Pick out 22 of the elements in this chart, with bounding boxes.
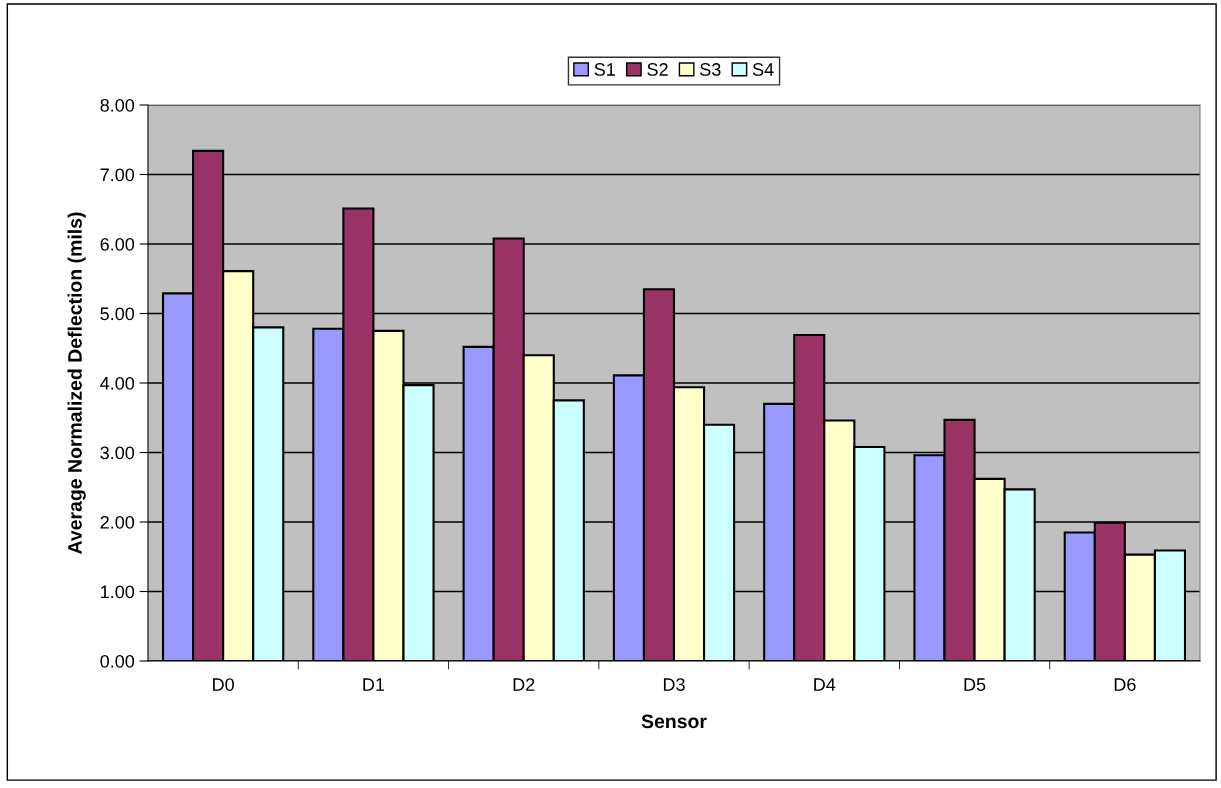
x-axis-title: Sensor	[641, 714, 707, 729]
y-tick-label: 8.00	[100, 98, 135, 112]
x-tick-label: D2	[513, 678, 535, 691]
x-tick-label: D3	[663, 678, 685, 691]
x-tick-label: D1	[363, 678, 385, 691]
y-tick-label: 3.00	[100, 446, 135, 460]
x-tick-label: D5	[964, 678, 986, 691]
legend-label: S3	[700, 63, 721, 76]
x-tick-label: D4	[814, 678, 836, 691]
y-axis-title: Average Normalized Deflection (mils)	[67, 212, 86, 554]
y-tick-label: 1.00	[101, 585, 135, 599]
y-tick-label: 7.00	[100, 168, 135, 182]
y-tick-label: 6.00	[100, 237, 135, 251]
legend-label: S1	[594, 63, 615, 76]
y-tick-label: 4.00	[100, 376, 135, 390]
legend-label: S4	[752, 63, 774, 76]
y-tick-label: 0.00	[100, 654, 135, 668]
y-tick-label: 2.00	[100, 515, 135, 529]
y-tick-label: 5.00	[100, 307, 135, 321]
x-tick-label: D6	[1114, 678, 1136, 691]
x-tick-label: D0	[213, 678, 234, 691]
legend-label: S2	[647, 63, 668, 76]
